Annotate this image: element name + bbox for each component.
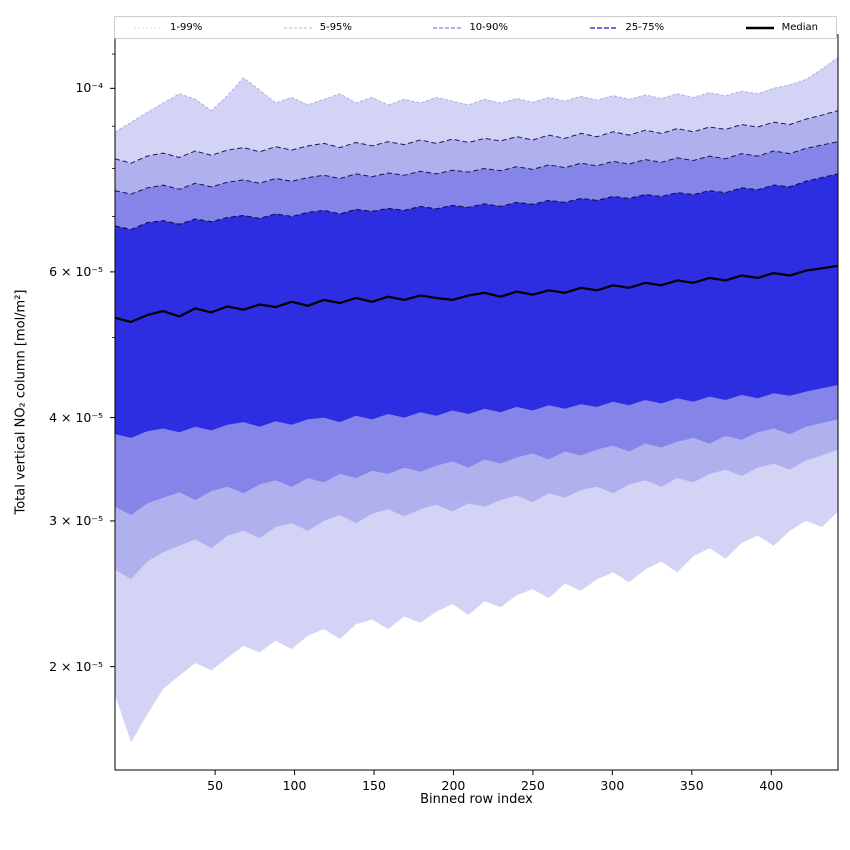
legend-label: 1-99% — [170, 21, 203, 33]
legend-label: 25-75% — [625, 21, 665, 33]
band-25-75 — [115, 173, 838, 438]
legend-line-sample — [589, 26, 618, 29]
legend-label: 10-90% — [469, 21, 508, 33]
legend-entry-10-90-: 10-90% — [432, 22, 508, 34]
legend-entry-5-95-: 5-95% — [283, 22, 352, 34]
legend-entry-25-75-: 25-75% — [589, 21, 665, 34]
legend-line-sample — [134, 27, 162, 28]
legend: 1-99% 5-95% 10-90% 25-75% Median — [114, 16, 837, 39]
median-line — [114, 264, 839, 323]
legend-label: 5-95% — [319, 21, 352, 33]
legend-label: Median — [781, 21, 818, 33]
legend-line-sample — [745, 26, 774, 29]
legend-entry-1-99-: 1-99% — [133, 22, 202, 34]
edge-line-p75 — [114, 173, 839, 231]
legend-entry-median: Median — [745, 22, 818, 34]
legend-line-sample — [283, 27, 312, 28]
legend-line-sample — [433, 26, 462, 29]
edge-line-p99 — [114, 57, 839, 133]
edge-line-p90 — [114, 141, 839, 195]
